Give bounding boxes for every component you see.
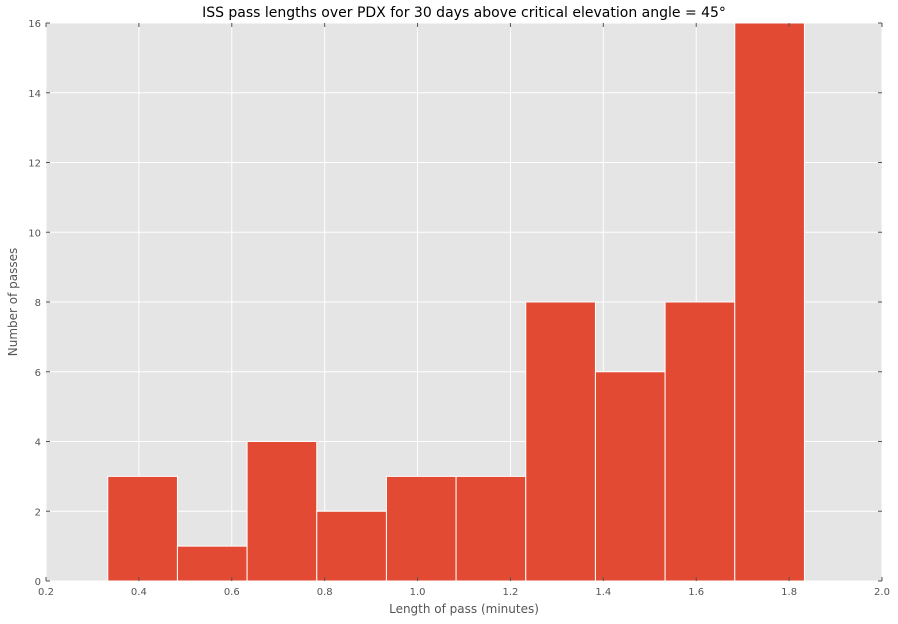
x-tick-label: 0.8 (317, 587, 333, 598)
histogram-bar (664, 301, 736, 582)
histogram-bar (734, 22, 805, 582)
bars (107, 22, 805, 582)
x-tick-label: 0.2 (38, 587, 54, 598)
y-tick-label: 10 (28, 228, 41, 239)
y-tick-label: 16 (28, 19, 41, 30)
histogram-bar (455, 475, 527, 582)
x-tick-label: 0.6 (224, 587, 240, 598)
x-tick-label: 1.0 (410, 587, 426, 598)
y-tick-label: 4 (35, 438, 41, 449)
y-tick-label: 8 (35, 298, 41, 309)
y-tick-label: 12 (28, 159, 41, 170)
x-tick-label: 0.4 (131, 587, 147, 598)
histogram-bar (107, 475, 178, 582)
x-tick-label: 2.0 (874, 587, 890, 598)
y-tick-label: 6 (35, 368, 41, 379)
x-tick-label: 1.6 (688, 587, 704, 598)
x-tick-label: 1.4 (595, 587, 611, 598)
y-tick-label: 0 (35, 577, 41, 588)
histogram-bar (385, 475, 457, 582)
histogram-bar (525, 301, 596, 582)
y-tick-labels: 0 2 4 6 8 10 12 14 16 (28, 19, 41, 588)
x-axis-label: Length of pass (minutes) (389, 602, 539, 616)
histogram-bar (176, 545, 248, 582)
histogram-bar (246, 441, 318, 582)
y-tick-label: 2 (35, 507, 41, 518)
x-tick-labels: 0.2 0.4 0.6 0.8 1.0 1.2 1.4 1.6 1.8 2.0 (38, 587, 890, 598)
histogram-bar (594, 371, 666, 582)
chart-title: ISS pass lengths over PDX for 30 days ab… (202, 5, 726, 21)
y-axis-label: Number of passes (6, 248, 20, 357)
tick-marks (45, 22, 883, 582)
x-tick-label: 1.2 (502, 587, 518, 598)
histogram-bar (316, 510, 387, 582)
x-tick-label: 1.8 (781, 587, 797, 598)
y-tick-label: 14 (28, 89, 41, 100)
